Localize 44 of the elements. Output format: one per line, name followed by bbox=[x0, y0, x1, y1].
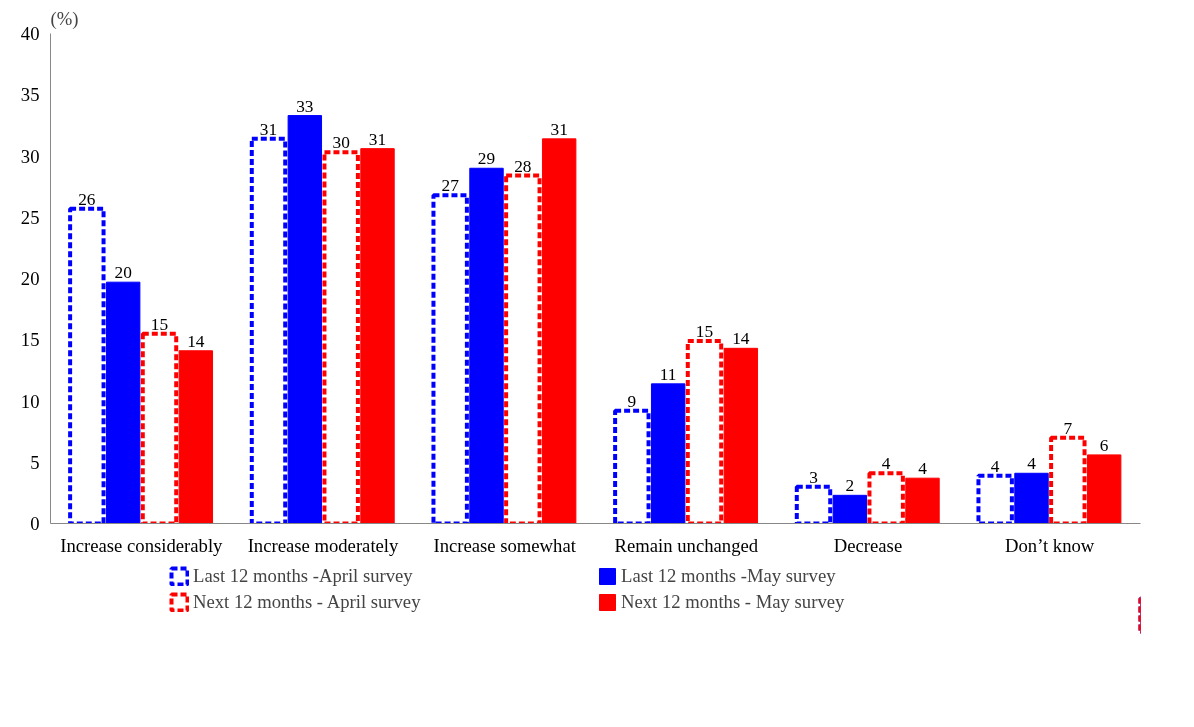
data-label: 4 bbox=[918, 459, 928, 479]
y-tick-label: 40 bbox=[20, 23, 40, 44]
x-tick-label: Increase somewhat bbox=[433, 534, 577, 556]
data-label: 14 bbox=[187, 331, 205, 351]
data-label: 7 bbox=[1063, 418, 1073, 438]
legend-label: Next 12 months - May survey bbox=[621, 591, 846, 613]
y-tick-label: 5 bbox=[30, 451, 40, 473]
y-tick-label: 10 bbox=[20, 390, 40, 412]
legend-label: Next 12 months - April survey bbox=[193, 591, 422, 613]
data-label: 28 bbox=[514, 156, 532, 176]
y-tick-label: 20 bbox=[20, 268, 40, 289]
data-label: 15 bbox=[150, 314, 169, 334]
data-label: 26 bbox=[78, 189, 96, 209]
y-tick-label: 30 bbox=[20, 145, 40, 167]
data-label: 15 bbox=[695, 321, 714, 341]
data-label: 31 bbox=[259, 119, 278, 139]
data-label: 33 bbox=[296, 96, 314, 116]
legend-label: Last 12 months -April survey bbox=[193, 565, 414, 587]
data-label: 27 bbox=[441, 176, 460, 196]
data-label: 3 bbox=[809, 467, 818, 487]
data-label: 4 bbox=[881, 454, 891, 474]
data-label: 11 bbox=[659, 364, 677, 384]
data-label: 20 bbox=[114, 263, 132, 283]
y-tick-label: 25 bbox=[20, 206, 40, 228]
data-label: 9 bbox=[627, 391, 637, 411]
data-label: 4 bbox=[990, 456, 1000, 476]
x-tick-label: Remain unchanged bbox=[614, 534, 759, 556]
data-label: 31 bbox=[550, 119, 568, 139]
data-label: 2 bbox=[845, 476, 855, 496]
data-label: 30 bbox=[332, 133, 350, 153]
data-label: 14 bbox=[732, 329, 750, 349]
data-label: 6 bbox=[1099, 435, 1109, 455]
data-label: 4 bbox=[1027, 454, 1037, 474]
y-tick-label: 15 bbox=[20, 329, 40, 351]
data-label: 31 bbox=[368, 129, 387, 149]
x-tick-label: Don’t know bbox=[1005, 534, 1095, 556]
legend-label: Last 12 months -May survey bbox=[621, 565, 837, 587]
y-tick-label: 35 bbox=[20, 84, 40, 106]
x-tick-label: Increase moderately bbox=[247, 534, 400, 556]
x-tick-label: Decrease bbox=[833, 534, 903, 556]
x-tick-label: Increase considerably bbox=[60, 534, 224, 556]
y-tick-label: 0 bbox=[30, 513, 40, 534]
data-label: 29 bbox=[477, 149, 496, 169]
y-axis-title: (%) bbox=[50, 7, 79, 30]
